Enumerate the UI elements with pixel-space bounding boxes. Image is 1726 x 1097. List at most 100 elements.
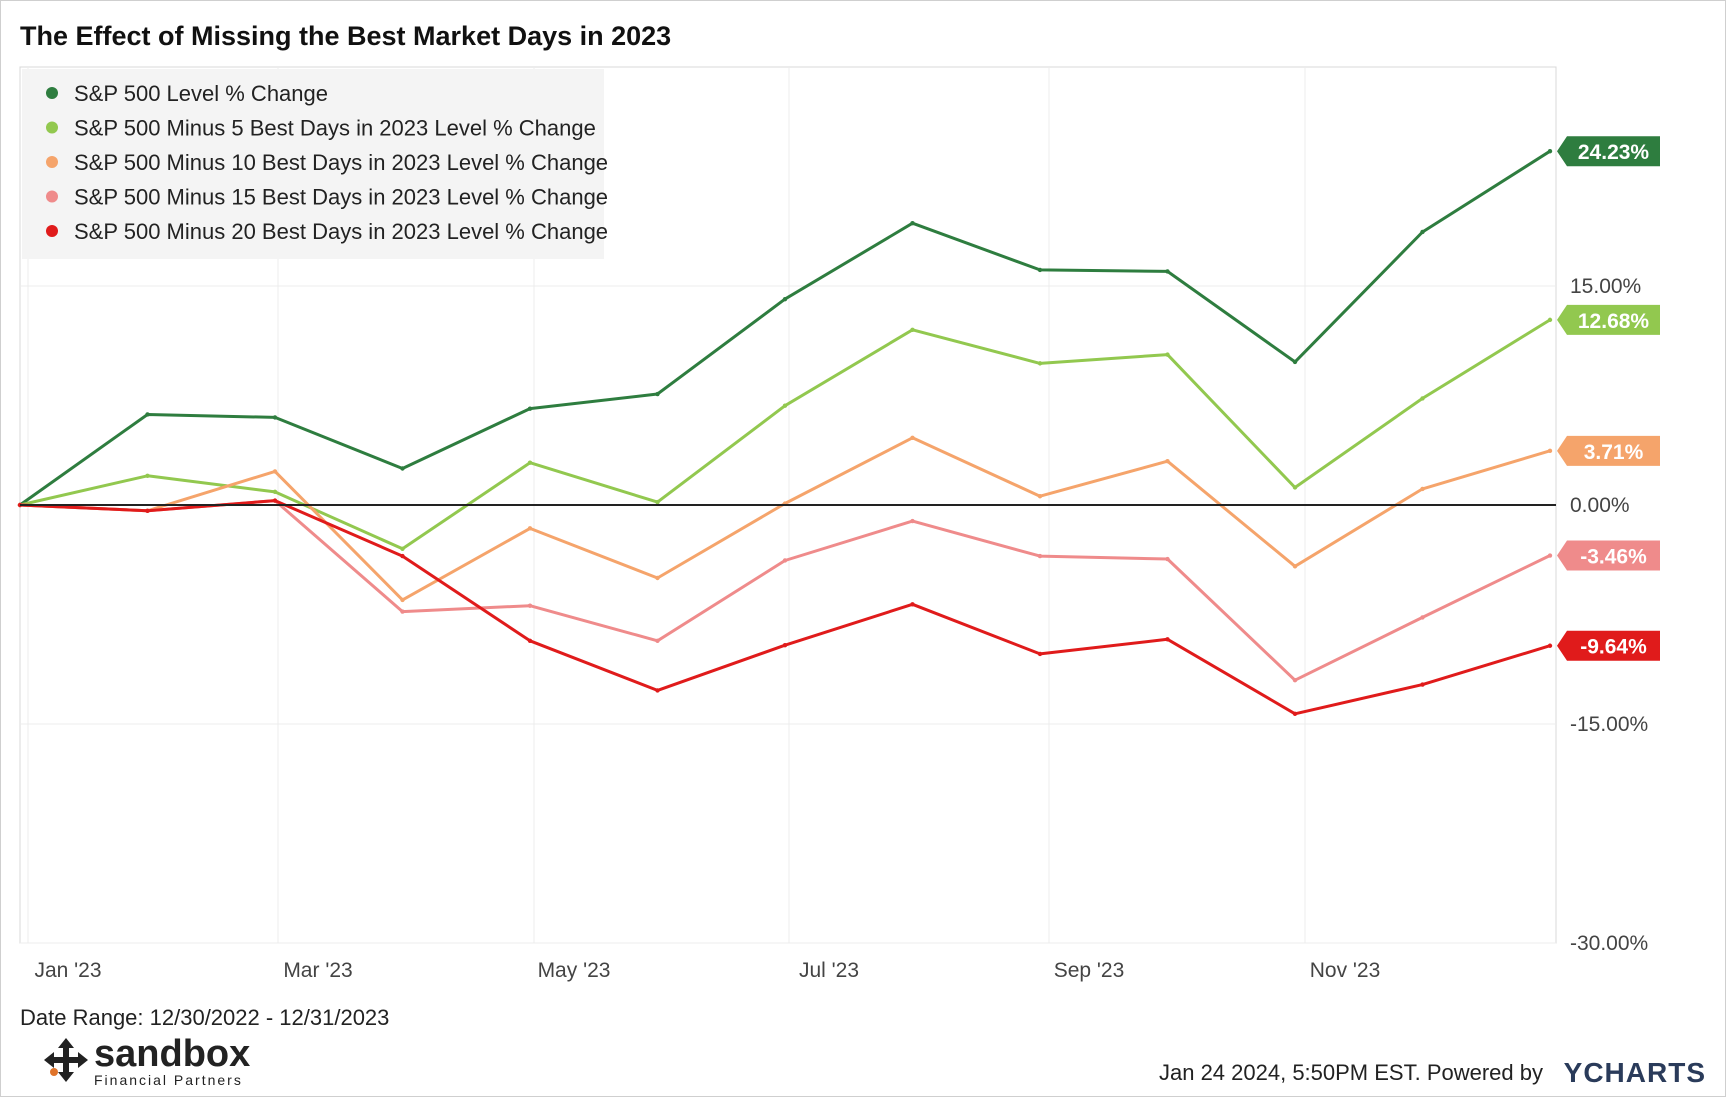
series-point bbox=[655, 575, 660, 581]
end-labels: 24.23% 12.68% 3.71% -3.46% -9.64% bbox=[1557, 136, 1660, 661]
legend-label: S&P 500 Minus 20 Best Days in 2023 Level… bbox=[74, 219, 608, 244]
series-point bbox=[1037, 361, 1043, 366]
logo-wordmark: sandbox bbox=[94, 1033, 250, 1075]
series-point bbox=[1037, 267, 1043, 273]
series-point bbox=[1292, 711, 1298, 716]
series-point bbox=[1292, 359, 1298, 365]
series-point bbox=[1292, 678, 1298, 683]
y-tick-label: 0.00% bbox=[1570, 494, 1630, 517]
legend-label: S&P 500 Minus 5 Best Days in 2023 Level … bbox=[74, 116, 596, 141]
end-label-text: 24.23% bbox=[1578, 141, 1650, 164]
series-point bbox=[782, 642, 788, 648]
end-label-badge bbox=[1557, 435, 1660, 466]
end-label-text: -9.64% bbox=[1580, 636, 1647, 659]
series-point bbox=[1547, 149, 1553, 154]
series-point bbox=[272, 469, 278, 474]
y-axis-ticks: 15.00% 0.00% -15.00% -30.00% bbox=[1570, 275, 1648, 955]
sandbox-logo: sandbox Financial Partners bbox=[44, 1033, 250, 1088]
series-point bbox=[910, 221, 915, 226]
logo-subtitle: Financial Partners bbox=[94, 1072, 243, 1088]
chart-title: The Effect of Missing the Best Market Da… bbox=[20, 21, 671, 51]
series-point bbox=[1037, 553, 1043, 559]
legend-swatch bbox=[46, 156, 58, 168]
end-label-badge bbox=[1557, 304, 1660, 335]
series-point bbox=[145, 508, 150, 514]
date-range: Date Range: 12/30/2022 - 12/31/2023 bbox=[20, 1005, 389, 1030]
series-point bbox=[1037, 651, 1043, 657]
x-tick-label: Jul '23 bbox=[799, 959, 859, 982]
series-point bbox=[655, 638, 660, 643]
series-point bbox=[527, 460, 533, 465]
series-point bbox=[1420, 682, 1425, 687]
series-point bbox=[1292, 564, 1298, 569]
series-point bbox=[910, 518, 915, 524]
series-point bbox=[1292, 485, 1298, 490]
series-point bbox=[527, 603, 533, 608]
series-point bbox=[1547, 643, 1553, 648]
y-tick-label: -15.00% bbox=[1570, 713, 1648, 736]
y-tick-label: -30.00% bbox=[1570, 932, 1648, 955]
x-axis-ticks: Jan '23 Mar '23 May '23 Jul '23 Sep '23 Nov '… bbox=[34, 959, 1380, 982]
series-point bbox=[1420, 229, 1425, 235]
series-point bbox=[910, 602, 915, 607]
legend-swatch bbox=[46, 190, 58, 203]
x-tick-label: May '23 bbox=[538, 959, 611, 982]
series-lines bbox=[17, 149, 1553, 716]
series-point bbox=[272, 489, 278, 495]
legend-label: S&P 500 Minus 15 Best Days in 2023 Level… bbox=[74, 185, 608, 210]
series-point bbox=[1165, 269, 1170, 274]
x-tick-label: Sep '23 bbox=[1054, 959, 1125, 982]
series-point bbox=[1547, 448, 1553, 454]
x-tick-label: Jan '23 bbox=[34, 959, 101, 982]
series-point bbox=[655, 499, 660, 505]
legend-label: S&P 500 Minus 10 Best Days in 2023 Level… bbox=[74, 150, 608, 175]
series-point bbox=[400, 466, 405, 471]
series-point bbox=[655, 688, 660, 693]
series-point bbox=[910, 327, 915, 332]
series-point bbox=[1165, 459, 1170, 464]
x-tick-label: Mar '23 bbox=[283, 959, 352, 982]
series-point bbox=[782, 558, 788, 563]
end-label-text: 3.71% bbox=[1584, 441, 1644, 464]
series-point bbox=[272, 498, 278, 503]
series-point bbox=[400, 546, 405, 551]
ycharts-brand: YCHARTS bbox=[1564, 1057, 1706, 1088]
series-point bbox=[527, 526, 533, 531]
series-point bbox=[655, 391, 660, 397]
series-point bbox=[1420, 486, 1425, 492]
series-point bbox=[1547, 553, 1553, 558]
series-point bbox=[782, 403, 788, 408]
timestamp: Jan 24 2024, 5:50PM EST. Powered by bbox=[1159, 1060, 1543, 1085]
series-point bbox=[1165, 556, 1170, 562]
end-label-badge bbox=[1557, 136, 1660, 167]
end-label-text: -3.46% bbox=[1580, 546, 1647, 569]
series-point bbox=[400, 553, 405, 559]
series-point bbox=[272, 415, 278, 420]
horizontal-gridlines bbox=[20, 285, 1556, 944]
legend-background bbox=[22, 69, 604, 259]
series-point bbox=[400, 609, 405, 614]
series-point bbox=[910, 435, 915, 441]
legend-swatch bbox=[46, 87, 58, 99]
legend-label: S&P 500 Level % Change bbox=[74, 81, 328, 106]
series-point bbox=[145, 473, 150, 478]
series-point bbox=[145, 412, 150, 417]
move-arrows-icon bbox=[44, 1038, 88, 1082]
end-label-badge bbox=[1557, 630, 1660, 661]
legend-swatch bbox=[46, 225, 58, 237]
series-point bbox=[1037, 494, 1043, 499]
series-point bbox=[1547, 317, 1553, 323]
legend-swatch bbox=[46, 121, 58, 134]
series-point bbox=[1165, 637, 1170, 642]
legend: S&P 500 Level % Change S&P 500 Minus 5 Be… bbox=[22, 69, 608, 259]
series-point bbox=[1420, 396, 1425, 401]
series-point bbox=[1165, 352, 1170, 357]
end-label-badge bbox=[1557, 540, 1660, 571]
series-point bbox=[527, 638, 533, 643]
end-label-text: 12.68% bbox=[1578, 310, 1650, 333]
series-point bbox=[527, 406, 533, 411]
series-point bbox=[400, 597, 405, 603]
series-point bbox=[782, 296, 788, 302]
series-point bbox=[1420, 615, 1425, 620]
